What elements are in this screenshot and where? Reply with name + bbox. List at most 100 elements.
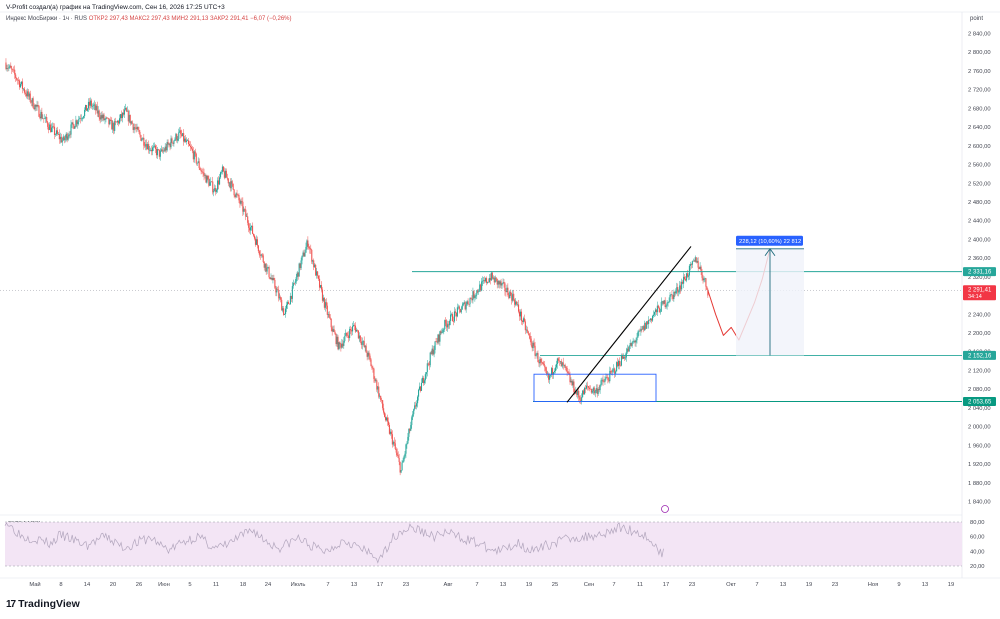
candle-body — [107, 117, 109, 119]
candle-body — [403, 456, 405, 461]
rsi-tick-label: 80,00 — [970, 520, 985, 526]
candle-body — [245, 209, 247, 217]
candle-body — [96, 105, 98, 114]
candle-body — [649, 319, 651, 321]
candle-body — [663, 300, 665, 304]
candle-body — [328, 314, 330, 318]
candle-body — [365, 345, 367, 353]
candle-body — [618, 360, 620, 367]
candle-body — [402, 460, 404, 463]
candle-body — [354, 325, 357, 332]
candle-body — [386, 417, 389, 422]
candle-body — [596, 388, 598, 394]
candle-body — [274, 279, 276, 288]
candle-body — [491, 272, 493, 279]
candle-body — [217, 180, 219, 190]
candle-body — [123, 109, 125, 115]
candle-body — [671, 294, 673, 295]
candle-body — [692, 260, 694, 262]
time-tick-label: 7 — [612, 582, 615, 588]
candle-body — [116, 121, 118, 123]
candle-body — [35, 104, 37, 107]
last-price-tag — [963, 285, 996, 301]
candle-body — [514, 299, 516, 305]
candle-body — [470, 298, 472, 299]
candle-body — [640, 328, 642, 332]
candle-body — [417, 396, 419, 404]
candle-body — [90, 100, 92, 107]
rsi-tick-label: 40,00 — [970, 549, 985, 555]
candle-body — [695, 257, 697, 263]
candle-body — [23, 88, 25, 93]
candle-body — [273, 278, 275, 280]
candle-body — [114, 121, 116, 131]
candle-body — [304, 252, 306, 257]
candle-body — [62, 136, 64, 141]
candle-body — [582, 390, 584, 398]
candle-body — [61, 140, 63, 143]
candle-body — [373, 368, 375, 379]
candle-body — [447, 324, 449, 328]
candle-body — [641, 328, 643, 330]
candle-body — [85, 105, 88, 111]
candle-body — [676, 287, 678, 291]
candle-body — [507, 287, 509, 295]
candle-body — [460, 309, 462, 313]
candle-body — [685, 273, 688, 281]
candle-body — [235, 193, 237, 197]
candle-body — [335, 334, 337, 345]
candle-body — [688, 265, 690, 276]
candle-body — [651, 315, 654, 321]
candle-body — [684, 276, 686, 280]
candle-body — [534, 345, 536, 356]
tradingview-brand[interactable]: 17 TradingView — [6, 598, 80, 610]
candle-body — [369, 355, 371, 360]
candle-body — [105, 117, 107, 120]
candle-body — [548, 373, 550, 380]
symbol-name[interactable]: Индекс МосБиржи · 1ч · RUS — [6, 16, 88, 22]
rsi-panel[interactable]: 80,00 60,00 40,00 20,00 — [4, 520, 985, 570]
candle-body — [457, 306, 459, 308]
candle-body — [152, 146, 155, 148]
candle-body — [431, 348, 433, 354]
candle-body — [317, 271, 319, 276]
candle-body — [655, 309, 657, 313]
candle-body — [100, 115, 102, 120]
candle-body — [560, 361, 562, 367]
candle-body — [698, 267, 700, 269]
time-tick-label: 19 — [526, 582, 532, 588]
candle-body — [95, 105, 97, 111]
candle-body — [675, 290, 677, 294]
candle-body — [222, 166, 224, 172]
candle-body — [630, 343, 632, 346]
candle-body — [533, 342, 535, 346]
candle-body — [532, 342, 534, 349]
candle-body — [518, 304, 520, 312]
candle-body — [64, 137, 66, 141]
candle-body — [215, 188, 217, 192]
price-axis[interactable]: 2 840,00 2 800,00 2 760,00 2 720,00 2 680,00… — [968, 32, 991, 506]
candle-body — [463, 302, 465, 304]
candle-body — [188, 143, 191, 146]
time-axis[interactable]: Май 8 14 20 26 Июн 5 11 18 24 Июль 7 13 17 23 Авг 7 13 19 2… — [29, 581, 954, 588]
candle-body — [77, 121, 79, 125]
candle-body — [399, 462, 401, 473]
candle-body — [517, 304, 519, 306]
candle-body — [609, 370, 611, 382]
candle-body — [690, 264, 692, 265]
candle-body — [441, 332, 443, 333]
candle-body — [612, 369, 614, 372]
candle-body — [241, 201, 243, 202]
candle-body — [316, 271, 318, 276]
candle-body — [545, 367, 547, 371]
candle-body — [696, 260, 698, 263]
candle-body — [336, 336, 338, 345]
candle-body — [337, 336, 339, 350]
candle-body — [175, 134, 177, 140]
candle-body — [155, 148, 157, 156]
candle-body — [626, 348, 628, 353]
price-tick-label: 2 040,00 — [968, 406, 991, 412]
price-tick-label: 2 320,00 — [968, 275, 991, 281]
